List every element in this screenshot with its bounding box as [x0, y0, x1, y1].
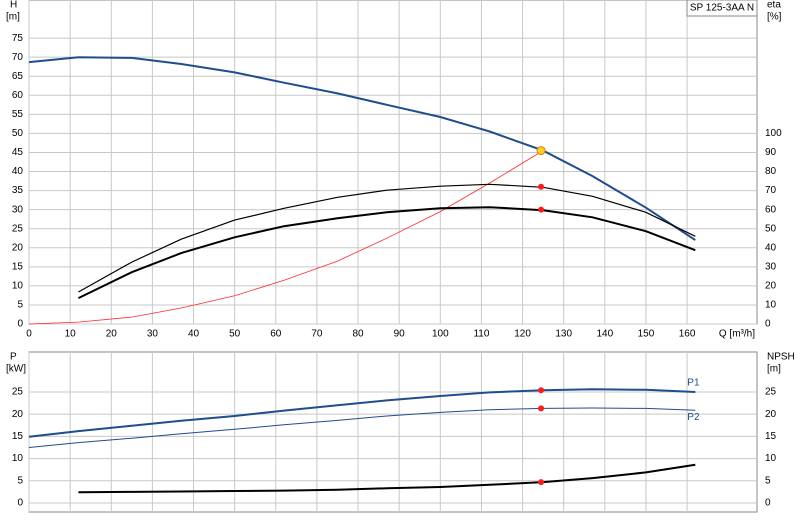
y2-tick-label: 10	[765, 300, 777, 311]
y2-axis-label: eta	[767, 0, 781, 11]
y2-axis-unit: [%]	[767, 12, 782, 23]
y-tick-label: 65	[12, 71, 24, 82]
curve	[77, 206, 696, 299]
y2-tick-label: 10	[765, 453, 777, 464]
y2-tick-label: 40	[765, 242, 777, 253]
x-tick-label: 130	[555, 329, 572, 340]
x-tick-label: 160	[679, 329, 696, 340]
y-tick-label: 30	[12, 204, 24, 215]
plot-frame	[28, 0, 758, 325]
y-tick-label: 5	[17, 300, 23, 311]
y2-tick-label: 5	[765, 475, 771, 486]
operating-point	[538, 405, 545, 412]
curve	[78, 463, 696, 494]
x-tick-label: 20	[106, 329, 118, 340]
y-tick-label: 75	[12, 33, 24, 44]
operating-point	[538, 387, 545, 394]
y-tick-label: 20	[12, 409, 24, 420]
y-tick-label: 5	[17, 475, 23, 486]
x-tick-label: 120	[514, 329, 531, 340]
curve	[28, 56, 696, 241]
operating-point	[538, 479, 545, 486]
x-tick-label: 90	[394, 329, 406, 340]
y2-tick-label: 20	[765, 409, 777, 420]
y2-tick-label: 20	[765, 281, 777, 292]
y-tick-label: 45	[12, 147, 24, 158]
x-tick-label: 60	[270, 329, 282, 340]
y-tick-label: 10	[12, 281, 24, 292]
x-tick-label: 30	[147, 329, 159, 340]
x-axis-label: Q [m³/h]	[719, 329, 755, 340]
series-label: P2	[687, 412, 700, 423]
y2-tick-label: 0	[765, 498, 771, 509]
y-tick-label: 20	[12, 242, 24, 253]
y-tick-label: 50	[12, 128, 24, 139]
x-tick-label: 100	[432, 329, 449, 340]
y2-tick-label: 100	[765, 128, 782, 139]
series-label: P1	[687, 378, 700, 389]
y-tick-label: 70	[12, 52, 24, 63]
y2-tick-label: 25	[765, 387, 777, 398]
x-tick-label: 80	[352, 329, 364, 340]
y-tick-label: 55	[12, 109, 24, 120]
y2-axis-unit: [m]	[767, 364, 781, 375]
x-tick-label: 10	[65, 329, 77, 340]
y-tick-label: 60	[12, 90, 24, 101]
y-tick-label: 0	[17, 319, 23, 330]
y-tick-label: 40	[12, 166, 24, 177]
operating-point	[538, 206, 545, 213]
y2-tick-label: 90	[765, 147, 777, 158]
y-tick-label: 10	[12, 453, 24, 464]
y-tick-label: 15	[12, 431, 24, 442]
y-tick-label: 0	[17, 498, 23, 509]
y2-tick-label: 60	[765, 204, 777, 215]
x-tick-label: 50	[229, 329, 241, 340]
y2-tick-label: 15	[765, 431, 777, 442]
y2-tick-label: 80	[765, 166, 777, 177]
y2-axis-label: NPSH	[767, 352, 795, 363]
curve	[28, 388, 696, 438]
y2-tick-label: 30	[765, 261, 777, 272]
y-axis-label: P	[10, 352, 17, 363]
y-tick-label: 25	[12, 387, 24, 398]
x-tick-label: 40	[188, 329, 200, 340]
y-tick-label: 15	[12, 261, 24, 272]
y2-tick-label: 70	[765, 185, 777, 196]
x-tick-label: 110	[473, 329, 489, 340]
curve	[28, 407, 696, 448]
x-tick-label: 150	[638, 329, 655, 340]
y-axis-unit: [m]	[6, 12, 20, 23]
y2-tick-label: 50	[765, 223, 777, 234]
x-tick-label: 70	[311, 329, 323, 340]
y-axis-label: H	[10, 0, 17, 11]
y2-tick-label: 0	[765, 319, 771, 330]
operating-point	[538, 183, 545, 190]
curve	[78, 183, 696, 293]
y-tick-label: 25	[12, 223, 24, 234]
chart-title: SP 125-3AA N	[690, 3, 754, 14]
y-axis-unit: [kW]	[6, 364, 26, 375]
x-tick-label: 140	[596, 329, 613, 340]
y-tick-label: 35	[12, 185, 24, 196]
x-tick-label: 0	[26, 329, 32, 340]
curve	[28, 150, 544, 325]
title-box	[686, 0, 758, 17]
operating-point	[536, 146, 546, 156]
